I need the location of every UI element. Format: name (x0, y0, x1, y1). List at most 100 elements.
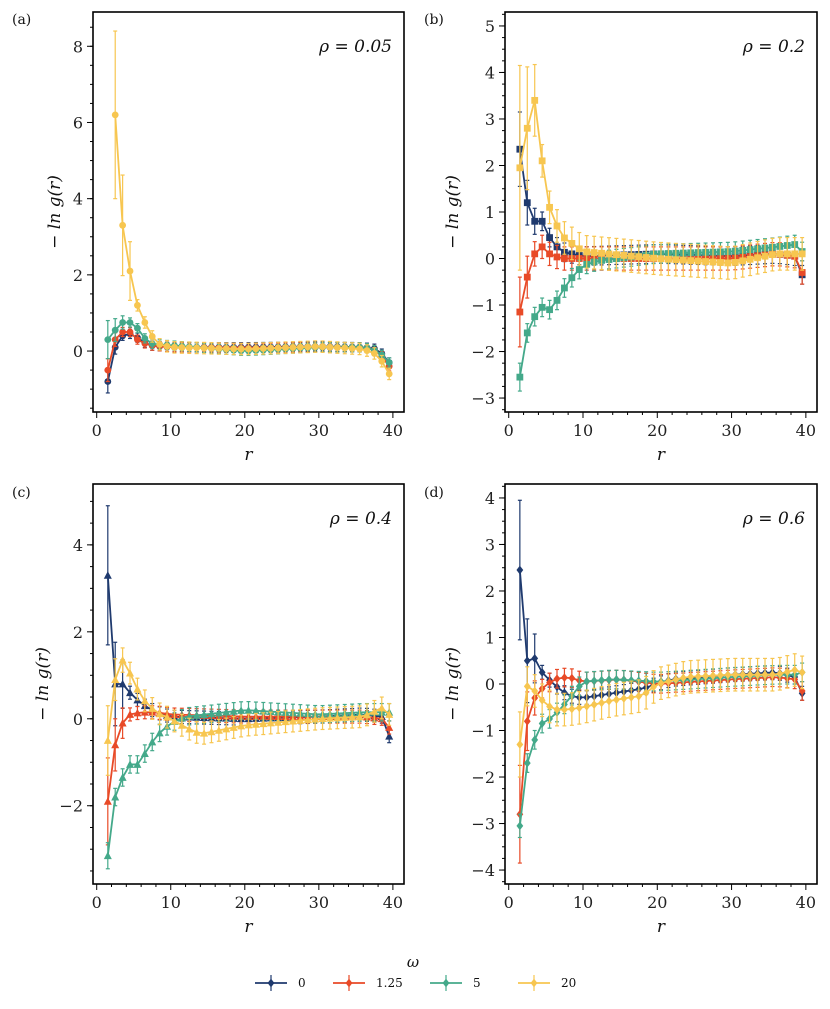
data-point (627, 692, 635, 702)
data-point (156, 340, 164, 348)
data-point (104, 336, 112, 344)
plot-area (516, 63, 806, 392)
legend-marker (345, 978, 353, 988)
data-point (657, 255, 665, 263)
data-point (635, 253, 643, 261)
data-point (126, 328, 134, 336)
data-point (798, 250, 806, 258)
data-point (598, 675, 605, 685)
data-point (289, 344, 297, 351)
y-tick-label: 3 (485, 110, 495, 129)
data-point (126, 668, 135, 677)
data-point (531, 686, 539, 696)
y-tick-label: 1 (485, 203, 495, 222)
x-tick-label: 0 (92, 893, 102, 912)
data-point (694, 672, 702, 681)
data-point (523, 329, 531, 337)
data-point (222, 707, 231, 716)
x-tick-label: 30 (309, 421, 329, 440)
y-tick-label: −2 (471, 768, 495, 787)
data-point (561, 705, 568, 714)
data-point (126, 710, 135, 718)
data-point (746, 670, 754, 680)
data-point (362, 710, 371, 719)
y-tick-label: 0 (73, 710, 83, 729)
x-tick-label: 30 (721, 893, 741, 912)
data-point (133, 684, 142, 693)
data-point (538, 217, 546, 225)
data-point (119, 221, 127, 229)
data-point (118, 718, 127, 727)
data-point (214, 708, 223, 717)
y-tick-label: 4 (485, 63, 495, 82)
data-point (769, 251, 776, 259)
data-point (687, 257, 695, 265)
data-point (531, 250, 539, 258)
data-point (546, 306, 553, 314)
data-point (538, 303, 546, 311)
data-point (200, 729, 209, 737)
data-point (126, 267, 134, 275)
density-label: ρ = 0.6 (742, 509, 805, 529)
data-point (531, 96, 539, 104)
data-point (385, 370, 393, 378)
data-point (724, 259, 732, 267)
data-point (546, 203, 553, 211)
legend-marker (267, 978, 275, 988)
data-point (679, 673, 687, 683)
x-tick-label: 10 (161, 893, 181, 912)
series-20 (516, 63, 806, 280)
data-point (590, 700, 598, 710)
y-tick-label: 2 (485, 582, 495, 601)
panel-label: (b) (424, 12, 444, 28)
density-label: ρ = 0.2 (742, 37, 805, 57)
legend-marker (442, 978, 450, 988)
data-point (583, 676, 591, 686)
y-tick-label: −4 (471, 861, 495, 880)
y-tick-label: 8 (73, 37, 83, 56)
y-tick-label: 1 (485, 628, 495, 647)
data-point (103, 736, 112, 744)
data-point (377, 703, 386, 712)
data-point (385, 723, 394, 731)
data-point (341, 344, 349, 352)
data-point (251, 706, 260, 715)
data-point (538, 719, 546, 728)
data-point (561, 255, 568, 262)
legend-items: 0 1.25 5 20 (255, 975, 576, 991)
legend: ω 0 1.25 5 20 (255, 953, 576, 991)
data-point (717, 259, 724, 266)
y-tick-label: 0 (485, 675, 495, 694)
data-point (575, 245, 583, 253)
data-point (516, 740, 524, 749)
data-point (531, 735, 539, 745)
data-point (516, 164, 524, 172)
data-point (155, 728, 164, 737)
data-point (731, 670, 739, 680)
y-axis-label: − ln g(r) (33, 647, 53, 721)
panel-c: (c) ρ = 0.4 0 10 20 30 40 −2 0 2 4 r − ln g(r) (12, 483, 405, 937)
data-point (103, 851, 112, 860)
data-point (754, 670, 761, 680)
y-axis-label: − ln g(r) (443, 647, 463, 721)
data-point (267, 344, 275, 352)
data-point (282, 344, 289, 352)
y-tick-label: 2 (73, 266, 83, 285)
x-tick-label: 10 (573, 893, 593, 912)
data-point (163, 342, 171, 350)
data-point (111, 792, 120, 801)
data-point (288, 716, 297, 725)
data-point (118, 655, 127, 664)
data-point (363, 347, 371, 354)
data-point (244, 706, 253, 714)
y-tick-label: 5 (485, 17, 495, 36)
data-point (141, 319, 149, 326)
data-point (222, 345, 230, 353)
data-point (575, 266, 583, 273)
data-point (546, 250, 553, 258)
data-point (266, 718, 275, 727)
data-point (103, 797, 112, 805)
panel-a: (a) ρ = 0.05 0 10 20 30 40 0 2 4 6 8 r − ln g(r) (12, 11, 405, 465)
data-point (140, 749, 149, 757)
data-point (230, 345, 238, 353)
